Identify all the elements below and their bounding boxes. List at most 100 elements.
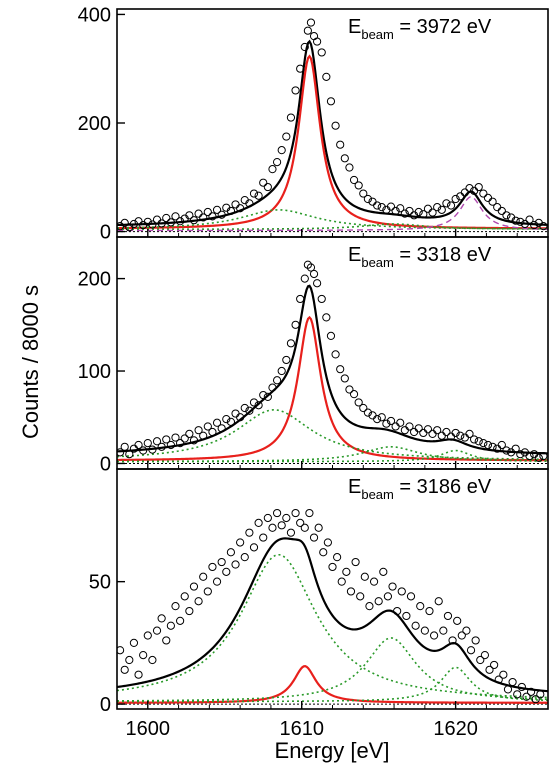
data-point bbox=[331, 121, 340, 130]
data-point bbox=[517, 682, 526, 692]
plot-area bbox=[117, 18, 548, 233]
data-point bbox=[416, 602, 425, 611]
data-point bbox=[490, 660, 499, 670]
data-point bbox=[263, 513, 272, 523]
data-point bbox=[363, 194, 372, 204]
data-point bbox=[117, 646, 125, 655]
data-point bbox=[268, 383, 277, 392]
data-point bbox=[356, 592, 365, 601]
panel-1: 0 200 400 Ebeam = 3972 eV bbox=[78, 4, 549, 244]
data-point bbox=[456, 431, 465, 440]
panels: 0 200 400 Ebeam = 3972 eV 0 100 200 Ebeam = 331… bbox=[78, 4, 549, 716]
data-point bbox=[185, 429, 194, 438]
data-point bbox=[428, 208, 437, 217]
data-point bbox=[465, 429, 474, 438]
data-point bbox=[263, 182, 272, 192]
data-point bbox=[199, 572, 208, 581]
data-point bbox=[346, 587, 356, 596]
data-point bbox=[314, 523, 323, 532]
data-point bbox=[434, 597, 443, 606]
data-point bbox=[451, 194, 460, 204]
data-point bbox=[470, 435, 479, 444]
data-point bbox=[249, 398, 259, 407]
data-point bbox=[511, 444, 520, 453]
data-point bbox=[391, 422, 400, 431]
data-point bbox=[488, 442, 497, 451]
data-point bbox=[345, 385, 354, 394]
data-point bbox=[433, 426, 442, 435]
data-point bbox=[525, 215, 534, 224]
data-point bbox=[411, 621, 420, 630]
data-point bbox=[217, 557, 226, 567]
data-point bbox=[485, 665, 494, 674]
data-point bbox=[166, 218, 175, 227]
data-point bbox=[476, 655, 485, 665]
satellite-dashed-curve bbox=[117, 196, 548, 232]
data-point bbox=[374, 597, 383, 606]
data-point bbox=[402, 611, 411, 621]
data-point bbox=[139, 651, 148, 660]
data-point bbox=[396, 418, 405, 427]
data-point bbox=[377, 413, 386, 422]
data-point bbox=[143, 217, 152, 226]
data-point bbox=[439, 626, 448, 635]
data-point bbox=[236, 413, 245, 422]
data-point bbox=[479, 189, 488, 198]
data-point bbox=[166, 621, 175, 630]
data-point bbox=[354, 181, 363, 190]
data-point bbox=[296, 518, 305, 527]
data-point bbox=[349, 175, 359, 185]
x-tick-label: 1600 bbox=[126, 718, 171, 740]
data-point bbox=[479, 439, 488, 448]
data-point bbox=[360, 572, 369, 581]
data-point bbox=[268, 165, 277, 174]
beam-label-value: = 3186 eV bbox=[394, 476, 492, 498]
data-point bbox=[460, 433, 469, 442]
y-tick-label: 0 bbox=[100, 222, 111, 244]
data-point bbox=[483, 440, 493, 450]
data-point bbox=[259, 533, 268, 542]
data-point bbox=[446, 201, 456, 210]
data-point bbox=[520, 219, 530, 229]
beam-label-subscript: beam bbox=[361, 487, 394, 502]
x-tick-labels: 1600 1610 1620 bbox=[126, 718, 478, 740]
data-point bbox=[226, 548, 236, 557]
beam-label-subscript: beam bbox=[361, 255, 394, 270]
data-point bbox=[336, 140, 345, 149]
data-point bbox=[259, 390, 268, 400]
data-point bbox=[199, 431, 208, 440]
data-point bbox=[516, 217, 525, 226]
data-point bbox=[309, 32, 319, 41]
satellite-curve bbox=[117, 666, 548, 703]
data-point bbox=[208, 427, 217, 437]
data-point bbox=[217, 424, 226, 433]
y-tick-label: 200 bbox=[78, 269, 111, 291]
data-point bbox=[245, 528, 254, 537]
data-point bbox=[530, 220, 539, 230]
panel-frame bbox=[116, 8, 549, 238]
data-point bbox=[317, 294, 326, 304]
data-point bbox=[291, 508, 300, 518]
data-point bbox=[494, 675, 503, 684]
satellite-curve bbox=[117, 449, 548, 463]
data-point bbox=[351, 557, 360, 567]
data-point bbox=[539, 222, 548, 231]
data-point bbox=[272, 157, 282, 167]
data-point bbox=[157, 442, 166, 451]
data-point bbox=[203, 207, 212, 217]
data-point bbox=[480, 651, 489, 660]
data-point bbox=[497, 206, 506, 216]
data-point bbox=[345, 163, 354, 172]
data-point bbox=[240, 553, 249, 562]
data-point bbox=[259, 178, 268, 187]
data-point bbox=[199, 213, 208, 222]
beam-label-prefix: E bbox=[348, 16, 361, 38]
data-point bbox=[226, 417, 236, 426]
data-point bbox=[420, 626, 429, 635]
y-axis-label: Counts / 8000 s bbox=[18, 285, 43, 439]
data-point bbox=[373, 414, 382, 424]
data-point bbox=[231, 409, 240, 418]
data-point bbox=[309, 269, 319, 279]
data-point bbox=[120, 218, 129, 227]
data-point bbox=[162, 213, 171, 223]
